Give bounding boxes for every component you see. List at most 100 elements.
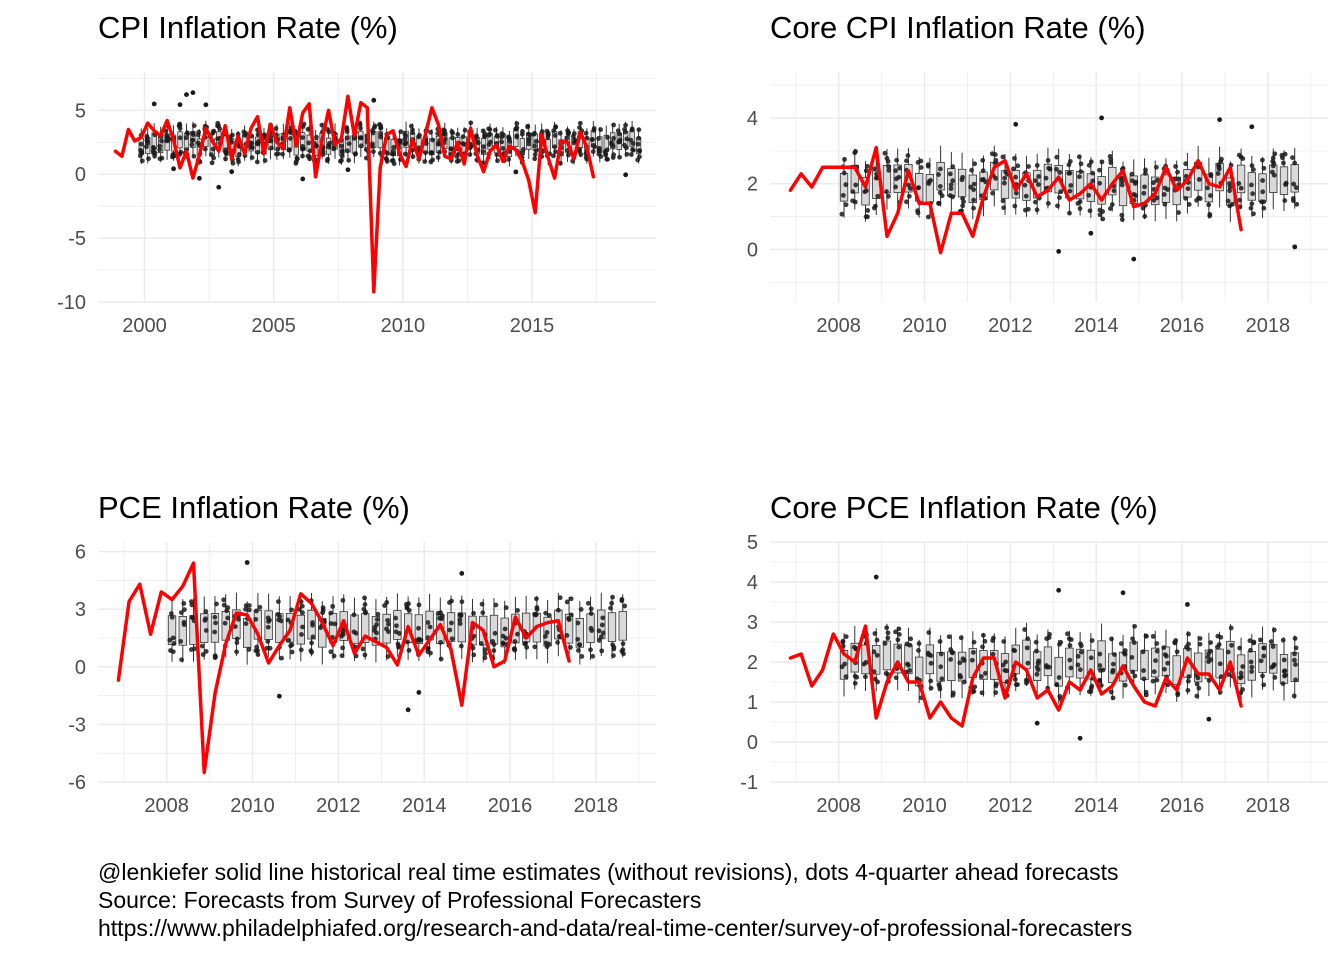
forecast-dot — [410, 154, 416, 159]
forecast-dot — [1206, 651, 1212, 656]
forecast-dot — [564, 599, 570, 605]
forecast-dot — [309, 640, 315, 646]
forecast-dot — [577, 120, 583, 126]
forecast-dot — [299, 632, 304, 637]
forecast-dot — [429, 150, 435, 156]
forecast-dot — [1133, 193, 1139, 199]
forecast-dot — [565, 152, 571, 158]
forecast-dot — [622, 603, 628, 609]
forecast-dot — [499, 139, 505, 145]
caption-line-url: https://www.philadelphiafed.org/research… — [98, 915, 1133, 941]
forecast-dot — [1175, 169, 1180, 175]
boxplot-box — [957, 168, 967, 198]
forecast-dot — [389, 151, 395, 157]
forecast-dot — [865, 214, 870, 220]
forecast-dot — [1162, 666, 1167, 672]
forecast-dot — [1197, 636, 1203, 641]
boxplot-box — [925, 644, 935, 675]
forecast-dot — [1238, 670, 1244, 676]
forecast-dot — [623, 122, 628, 128]
forecast-dot — [268, 138, 274, 144]
forecast-dot — [143, 144, 149, 150]
forecast-dot — [138, 141, 144, 147]
y-tick-label: 3 — [747, 612, 758, 634]
forecast-dot — [384, 600, 390, 605]
forecast-dot — [203, 616, 208, 622]
forecast-dot — [608, 605, 613, 611]
forecast-dot — [507, 136, 512, 141]
forecast-dot — [928, 685, 934, 691]
boxplot-box — [1097, 176, 1106, 205]
forecast-dot — [1260, 189, 1266, 195]
forecast-dot — [1251, 640, 1257, 646]
chart-plot-pce: 2008 2010 2012 2014 2016 2018 -6 -3 0 3 6 — [68, 542, 656, 817]
forecast-dot — [1248, 205, 1254, 211]
forecast-outlier-dot — [1206, 716, 1212, 722]
forecast-dot — [437, 149, 442, 155]
forecast-dot — [1130, 669, 1136, 675]
forecast-dot — [502, 626, 508, 632]
forecast-dot — [937, 183, 943, 189]
forecast-dot — [872, 631, 878, 636]
forecast-dot — [946, 634, 952, 640]
forecast-dot — [1067, 188, 1073, 194]
forecast-dot — [1196, 176, 1202, 182]
forecast-dot — [1236, 152, 1242, 158]
forecast-dot — [1150, 633, 1156, 639]
forecast-outlier-dot — [371, 97, 377, 103]
forecast-dot — [200, 652, 206, 657]
forecast-dot — [234, 640, 240, 646]
forecast-dot — [950, 164, 956, 170]
forecast-dot — [1208, 640, 1214, 646]
forecast-dot — [1151, 197, 1157, 203]
forecast-dot — [1294, 201, 1300, 207]
forecast-dot — [1271, 627, 1277, 633]
forecast-outlier-dot — [459, 570, 465, 576]
forecast-dot — [288, 643, 294, 649]
forecast-dot — [1205, 654, 1211, 660]
forecast-dot — [948, 186, 954, 192]
forecast-dot — [611, 653, 616, 658]
forecast-dot — [874, 637, 880, 643]
forecast-dot — [191, 153, 197, 159]
forecast-dot — [566, 617, 572, 623]
forecast-dot — [454, 159, 460, 164]
forecast-dot — [442, 136, 448, 142]
historical-series-line — [113, 94, 596, 294]
forecast-dot — [398, 138, 404, 144]
chart-title-core-pce: Core PCE Inflation Rate (%) — [770, 490, 1158, 525]
forecast-dot — [378, 131, 384, 137]
forecast-dot — [624, 136, 630, 142]
forecast-dot — [423, 150, 428, 156]
forecast-dot — [1268, 639, 1274, 644]
forecast-dot — [551, 153, 556, 159]
forecast-dot — [863, 168, 869, 174]
forecast-dot — [950, 692, 956, 698]
forecast-dot — [551, 128, 557, 134]
forecast-dot — [146, 156, 151, 162]
forecast-dot — [1067, 170, 1073, 176]
forecast-dot — [937, 166, 943, 172]
forecast-dot — [195, 132, 201, 138]
forecast-dot — [1186, 674, 1192, 679]
historical-series-line — [788, 624, 1243, 728]
x-tick-label: 2010 — [230, 795, 275, 817]
forecast-dot — [628, 152, 634, 157]
forecast-dot — [362, 652, 368, 658]
forecast-dot — [1225, 198, 1231, 204]
forecast-dot — [596, 148, 602, 154]
forecast-dot — [850, 189, 856, 194]
forecast-dot — [1097, 212, 1103, 218]
forecast-dot — [177, 126, 183, 131]
y-tick-label: -6 — [68, 772, 86, 794]
forecast-dot — [479, 601, 485, 607]
forecast-outlier-dot — [1249, 124, 1255, 130]
forecast-dot — [487, 131, 493, 137]
forecast-dot — [438, 610, 444, 616]
forecast-dot — [1112, 652, 1117, 657]
forecast-dot — [438, 656, 444, 662]
forecast-dot — [515, 631, 520, 637]
forecast-dot — [1272, 151, 1278, 157]
forecast-dot — [328, 621, 334, 626]
forecast-dot — [1119, 178, 1125, 184]
